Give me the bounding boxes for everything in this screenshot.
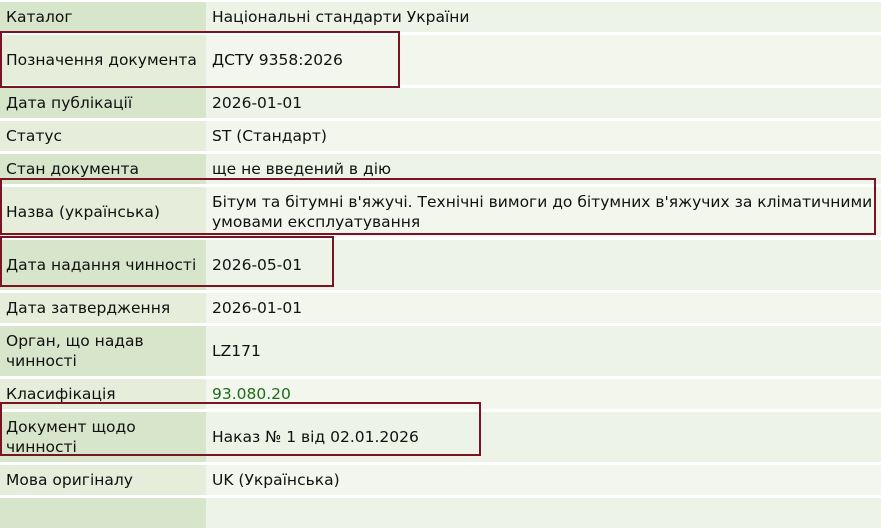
value: 2026-05-01 (206, 240, 881, 290)
label: Назва (українська) (0, 187, 206, 237)
label: Документ щодо чинності (0, 412, 206, 462)
label: Позначення документа (0, 35, 206, 85)
row-designation: Позначення документа ДСТУ 9358:2026 (0, 35, 881, 85)
classification-link[interactable]: 93.080.20 (206, 379, 881, 409)
row-validity-document: Документ щодо чинності Наказ № 1 від 02.0… (0, 412, 881, 462)
label: Каталог (0, 2, 206, 32)
value: Бітум та бітумні в'яжучі. Технічні вимог… (206, 187, 881, 237)
value: 2026-01-01 (206, 293, 881, 323)
row-catalog: Каталог Національні стандарти України (0, 2, 881, 32)
label: Дата публікації (0, 88, 206, 118)
value: 2026-01-01 (206, 88, 881, 118)
value: UK (Українська) (206, 465, 881, 495)
value: LZ171 (206, 326, 881, 376)
row-effective-date: Дата надання чинності 2026-05-01 (0, 240, 881, 290)
label: Дата надання чинності (0, 240, 206, 290)
value: ДСТУ 9358:2026 (206, 35, 881, 85)
row-classification: Класифікація 93.080.20 (0, 379, 881, 409)
row-approval-date: Дата затвердження 2026-01-01 (0, 293, 881, 323)
value (206, 498, 881, 528)
label (0, 498, 206, 528)
label: Класифікація (0, 379, 206, 409)
row-status: Статус ST (Стандарт) (0, 121, 881, 151)
row-title-ukrainian: Назва (українська) Бітум та бітумні в'яжу… (0, 187, 881, 237)
row-publication-date: Дата публікації 2026-01-01 (0, 88, 881, 118)
label: Статус (0, 121, 206, 151)
row-authority: Орган, що надав чинності LZ171 (0, 326, 881, 376)
value: ще не введений в дію (206, 154, 881, 184)
value: ST (Стандарт) (206, 121, 881, 151)
row-empty (0, 498, 881, 528)
label: Мова оригіналу (0, 465, 206, 495)
row-original-language: Мова оригіналу UK (Українська) (0, 465, 881, 495)
label: Орган, що надав чинності (0, 326, 206, 376)
label: Стан документа (0, 154, 206, 184)
row-document-state: Стан документа ще не введений в дію (0, 154, 881, 184)
label: Дата затвердження (0, 293, 206, 323)
value: Наказ № 1 від 02.01.2026 (206, 412, 881, 462)
value: Національні стандарти України (206, 2, 881, 32)
